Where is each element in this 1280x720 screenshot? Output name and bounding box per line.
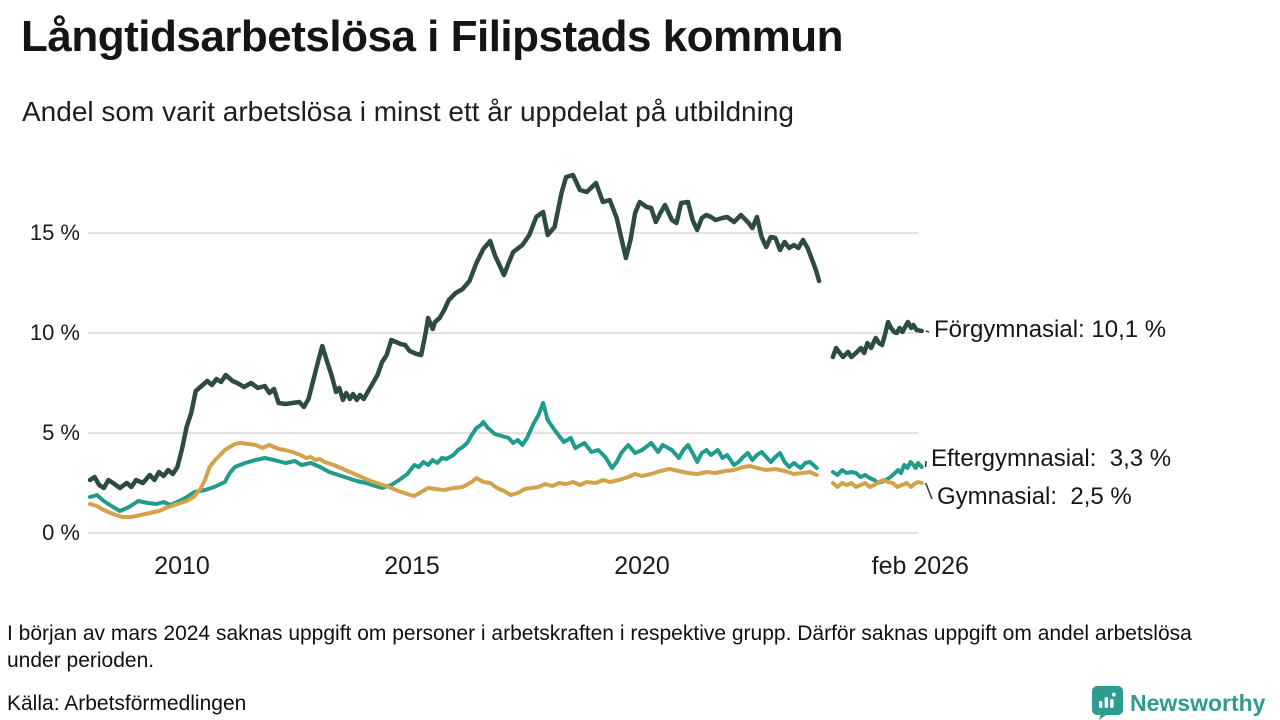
brand-name: Newsworthy <box>1130 689 1266 716</box>
series-line-eftergymnasial <box>88 401 819 513</box>
label-connector-gymnasial <box>924 482 933 500</box>
chart-footnote: I början av mars 2024 saknas uppgift om … <box>7 622 1192 672</box>
series-line-förgymnasial <box>87 172 822 491</box>
series-label-förgymnasial: Förgymnasial: 10,1 % <box>934 316 1167 343</box>
y-axis-label-0: 0 % <box>42 520 80 545</box>
series-line-gymnasial-after-gap <box>830 478 924 489</box>
label-connector-förgymnasial <box>925 330 930 333</box>
source-attribution: Källa: Arbetsförmedlingen <box>7 692 247 715</box>
x-axis-label-2015: 2015 <box>384 552 440 580</box>
series-label-gymnasial: Gymnasial: 2,5 % <box>937 483 1132 510</box>
bar-chart-pin-icon <box>1092 686 1123 720</box>
page-title: Långtidsarbetslösa i Filipstads kommun <box>21 12 844 61</box>
series-line-eftergymnasial-after-gap <box>830 460 924 485</box>
x-axis-label-2020: 2020 <box>614 552 670 580</box>
x-axis-label-2010: 2010 <box>154 552 210 580</box>
y-axis-label-5: 5 % <box>42 420 80 445</box>
series-label-eftergymnasial: Eftergymnasial: 3,3 % <box>931 445 1172 472</box>
chart-subtitle: Andel som varit arbetslösa i minst ett å… <box>22 96 794 127</box>
newsworthy-logo: Newsworthy <box>1092 686 1265 720</box>
series-line-gymnasial <box>88 441 819 519</box>
y-axis-label-15: 15 % <box>29 220 80 245</box>
y-axis-label-10: 10 % <box>29 320 80 345</box>
series-line-förgymnasial-after-gap <box>830 319 924 360</box>
x-axis-label-feb-2026: feb 2026 <box>871 552 969 580</box>
